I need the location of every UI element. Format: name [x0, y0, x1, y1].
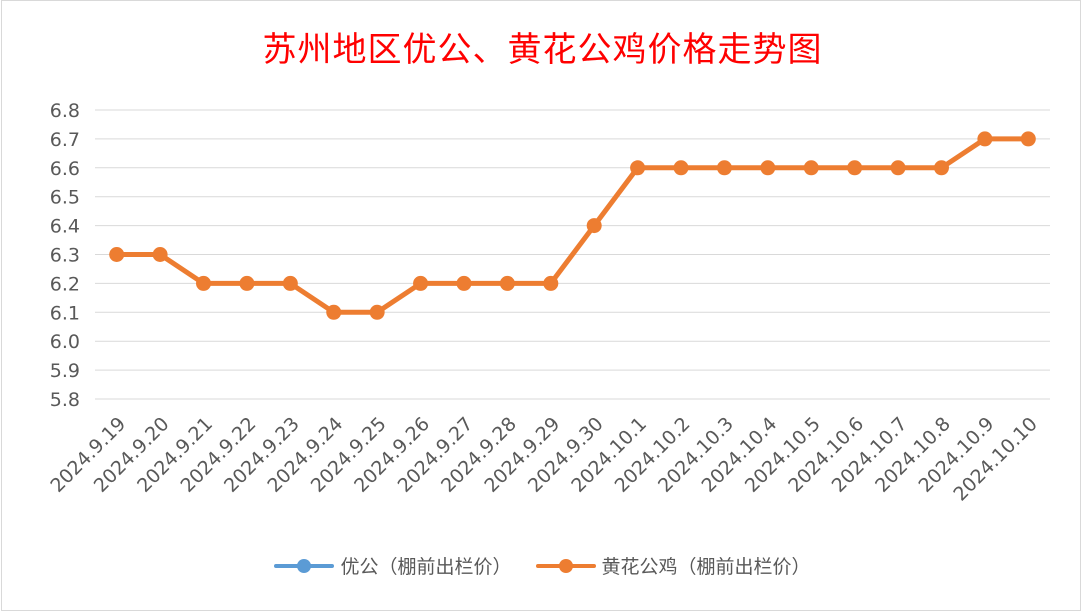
y-tick-label: 6.4 — [50, 216, 80, 238]
data-point — [630, 160, 646, 176]
y-tick-label: 6.0 — [50, 331, 80, 353]
data-point — [716, 160, 732, 176]
legend-dot-series-1 — [297, 558, 312, 573]
data-point — [890, 160, 906, 176]
legend-label-series-2: 黄花公鸡（棚前出栏价） — [601, 556, 811, 578]
data-point — [1020, 131, 1036, 147]
y-tick-label: 6.5 — [50, 187, 80, 209]
data-point — [847, 160, 863, 176]
y-axis-ticks: 6.8 6.7 6.6 6.5 6.4 6.3 6.2 6.1 6.0 5.9 5.8 — [50, 100, 80, 411]
data-point — [326, 304, 342, 320]
data-point — [109, 247, 125, 262]
y-tick-label: 6.6 — [50, 158, 80, 180]
data-point — [413, 275, 429, 291]
data-point — [543, 275, 559, 291]
data-point — [673, 160, 689, 176]
y-tick-label: 6.2 — [50, 273, 80, 295]
y-tick-label: 6.1 — [50, 302, 80, 324]
data-point — [933, 160, 949, 176]
series-layer — [109, 131, 1036, 320]
chart-title: 苏州地区优公、黄花公鸡价格走势图 — [262, 30, 823, 70]
x-axis-ticks: 2024.9.192024.9.202024.9.212024.9.222024… — [46, 413, 1042, 505]
data-point — [282, 275, 298, 291]
y-tick-label: 6.3 — [50, 245, 80, 267]
legend-marker-series-1 — [274, 558, 335, 573]
data-point — [803, 160, 819, 176]
data-point — [586, 218, 602, 234]
legend-item-series-1[interactable]: 优公（棚前出栏价） — [274, 552, 512, 579]
data-point — [499, 275, 515, 291]
series-line-2 — [114, 136, 1031, 315]
y-tick-label: 5.8 — [50, 389, 80, 411]
legend-marker-series-2 — [535, 558, 596, 573]
data-point — [369, 304, 385, 320]
data-point — [152, 247, 168, 262]
data-point — [456, 275, 472, 291]
y-tick-label: 6.7 — [50, 129, 80, 151]
legend: 优公（棚前出栏价） 黄花公鸡（棚前出栏价） — [0, 552, 1085, 579]
y-tick-label: 6.8 — [50, 100, 80, 122]
legend-item-series-2[interactable]: 黄花公鸡（棚前出栏价） — [535, 552, 811, 579]
data-point — [239, 275, 255, 291]
y-tick-label: 5.9 — [50, 360, 80, 382]
legend-label-series-1: 优公（棚前出栏价） — [340, 556, 512, 578]
data-point — [196, 275, 212, 291]
legend-dot-series-2 — [558, 558, 573, 573]
data-point — [977, 131, 993, 147]
data-point — [760, 160, 776, 176]
